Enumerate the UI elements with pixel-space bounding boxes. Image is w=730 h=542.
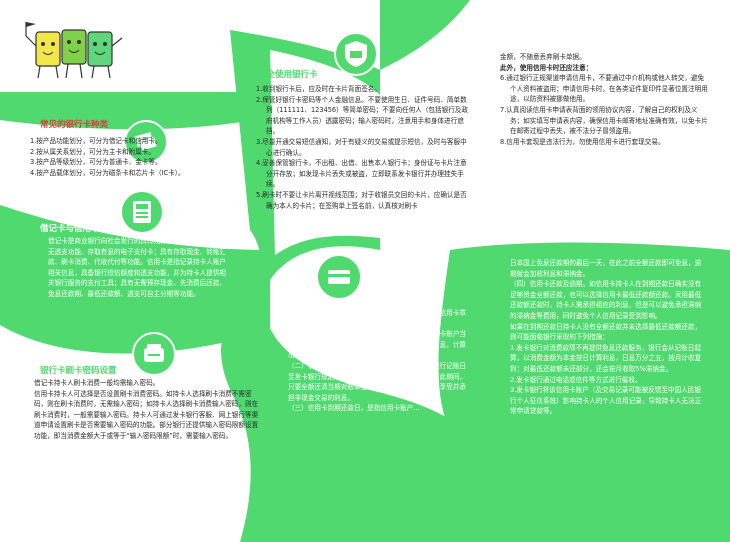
col3-top-text: 金额，不随意丢弃刷卡单据。 此外，使用信用卡时还应注意： 6.通过银行正规渠道申…	[500, 52, 708, 147]
middle-white-panel	[270, 50, 380, 255]
safe-use-item: 2.保管好银行卡密码等个人金融信息。不要使用生日、证件号码、简单数列（11111…	[256, 95, 468, 136]
col3-lower-paragraph: 2.发卡银行通过电话或信件等方式进行催收。	[510, 375, 642, 384]
safe-use-item: 4.妥善保管银行卡，不出租、出借、出售本人银行卡；身份证与卡片注意分开存放；如发…	[256, 159, 467, 189]
section-title-credit-tips: 信用卡小贴士	[360, 286, 412, 296]
col3-lower-paragraph: （四）信用卡还款及逾期。如信用卡持卡人在到期还款日确实没有足够资金全额还款，也可…	[510, 280, 702, 320]
tips-icon-circle	[316, 254, 362, 300]
top-left-green-strip	[0, 92, 275, 130]
credit-tips-text: 信用卡持卡人应通过银行网站、客服电话、申请书、信用卡章程等渠道详细了解有关信用卡…	[288, 308, 472, 414]
debit-credit-text: 借记卡是商业银行向社会发行的具有先存款后消费（或取现）、无透支功能、存取有息的电…	[48, 237, 230, 298]
card-types-list: 1.按产品功能划分，可分为借记卡和信用卡。 2.按从属关系划分，可分为主卡和附属…	[30, 136, 240, 178]
section-title-card-types: 常见的银行卡种类	[40, 120, 109, 130]
col3-item: 6.通过银行正规渠道申请信用卡，不要通过中介机构或他人转交，避免个人资料被盗用；…	[500, 74, 708, 104]
pos-icon-circle	[132, 332, 176, 376]
pin-setting-line: 信用卡持卡人可选择是否设置刷卡消费密码。如持卡人选择刷卡消费不需密码，则在刷卡消…	[34, 389, 259, 440]
card-type-line: 2.按从属关系划分，可分为主卡和附属卡。	[30, 147, 155, 156]
top-right-tab	[380, 0, 470, 70]
col3-item: 7.认真阅读信用卡申请表背面的领用协议内容，了解自己的权利及义务；如实填写申请表…	[500, 105, 708, 136]
col3-lower-paragraph: 3.发卡银行将该信用卡账户（及交易记录可能被反馈至中国人民银行个人征信系统）影响…	[510, 386, 702, 416]
col3-lower-paragraph: 日本国上免息还款期的最后一天，在此之前全额还款即可免息，逾期就会加收利息和滞纳金…	[510, 259, 702, 278]
col3-item: 8.信用卡套现是违法行为，勿使用信用卡进行套现交易。	[500, 137, 665, 146]
tips-paragraph: （一）信用卡账单日，是指发卡银行每月定期对信用卡账户当期发生的各项交易、费用等进…	[288, 330, 467, 360]
atm-icon-circle	[120, 190, 164, 234]
safe-use-item: 1.收到银行卡后，应及时在卡片背面签名。	[256, 85, 381, 93]
safe-use-item: 5.刷卡时不要让卡片离开视线范围；对于收银员交回的卡片，应确认是否确为本人的卡片…	[256, 190, 467, 210]
right-green-shape	[438, 242, 730, 542]
col3-lower-paragraph: 1.发卡银行对消费款项不再提供免息还款服务，银行会从记账日起算，以消费金额为本金…	[510, 343, 702, 373]
card-stack-icon	[328, 270, 350, 284]
tips-paragraph: （三）信用卡到期还款日，是指信用卡账户...	[288, 404, 420, 413]
pin-setting-text: 借记卡持卡人刷卡消费一般均需输入密码。 信用卡持卡人可选择是否设置刷卡消费密码。…	[34, 378, 262, 442]
col3-note-heading: 此外，使用信用卡时还应注意：	[500, 63, 593, 72]
safe-use-list: 1.收到银行卡后，应及时在卡片背面签名。 2.保管好银行卡密码等个人金融信息。不…	[256, 84, 470, 211]
left-white-band	[0, 325, 250, 542]
col3-lower-paragraph: 如果在到期还款日持卡人没有全额还款并未选择最低还款额还款，则可能面临银行采取的下…	[510, 322, 702, 342]
cards-icon	[134, 132, 158, 152]
card-type-line: 4.按产品载体划分，可分为磁条卡和芯片卡（IC卡）。	[30, 168, 185, 177]
section-title-pin-setting: 银行卡刷卡密码设置	[40, 366, 117, 376]
col3-lower-text: 日本国上免息还款期的最后一天，在此之前全额还款即可免息，逾期就会加收利息和滞纳金…	[510, 258, 706, 417]
cartoon-cards-logo	[25, 22, 123, 79]
pos-terminal-icon	[144, 344, 164, 362]
shield-icon-circle	[334, 32, 378, 76]
tips-paragraph: 信用卡持卡人应通过银行网站、客服电话、申请书、信用卡章程等渠道详细了解有关信用卡…	[288, 309, 467, 328]
shield-card-icon	[345, 41, 367, 67]
pin-setting-line: 借记卡持卡人刷卡消费一般均需输入密码。	[34, 379, 160, 387]
section-title-debit-credit: 借记卡与信用卡	[40, 224, 100, 234]
atm-icon	[133, 201, 151, 223]
card-type-line: 1.按产品功能划分，可分为借记卡和信用卡。	[30, 137, 162, 145]
cards-icon-circle	[124, 120, 168, 164]
card-type-line: 3.按产品等级划分，可分为普通卡、金卡等。	[30, 158, 162, 167]
safe-use-item: 3.尽量开通交易短信通知，对于有疑义的交易或提示短信，及时与客服中心进行确认。	[256, 137, 467, 157]
col3-line: 金额，不随意丢弃刷卡单据。	[500, 53, 586, 61]
section-title-safe-use: 安全使用银行卡	[258, 70, 318, 80]
tips-paragraph: （二）信用卡免息还款期，是指对非现金交易，从银行记账日至发卡银行规定的到期还款日…	[288, 361, 467, 402]
